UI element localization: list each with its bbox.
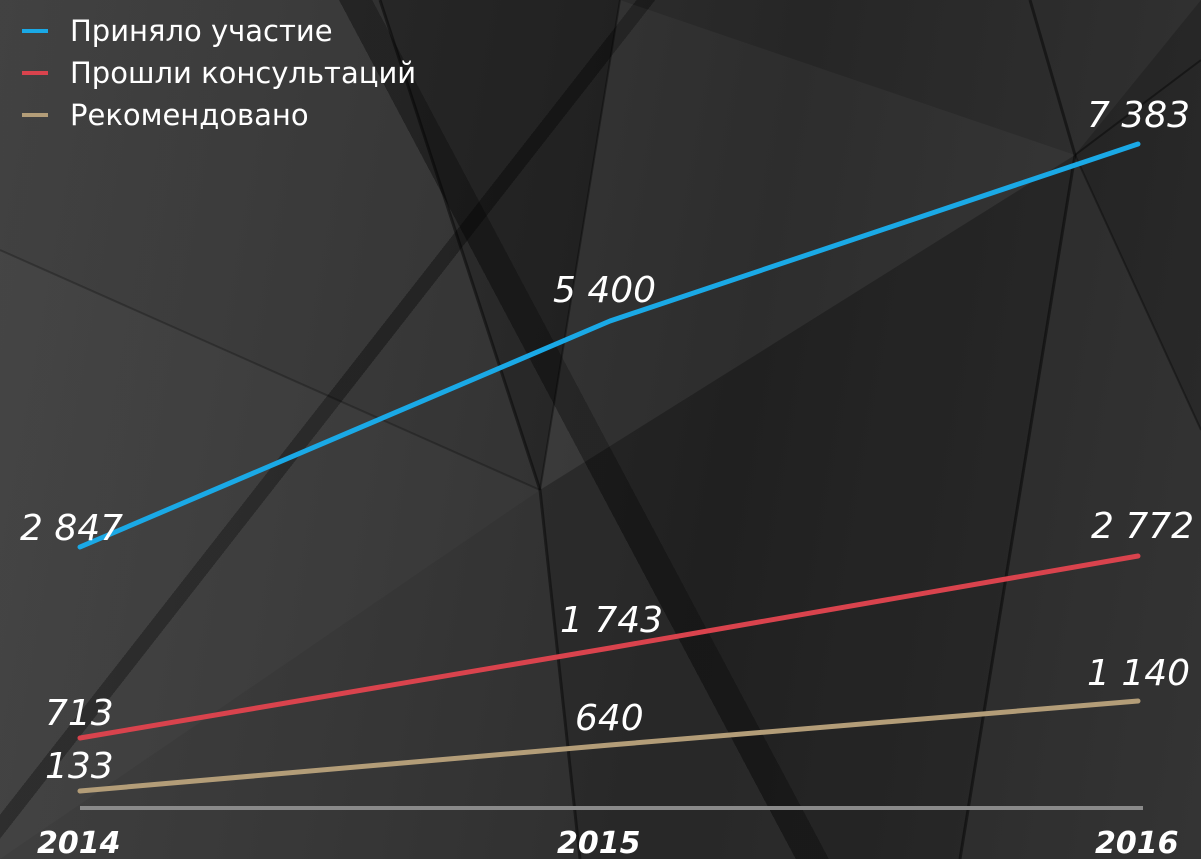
series-line xyxy=(77,698,1141,794)
x-tick-label: 2015 xyxy=(557,826,641,859)
legend-item: Рекомендовано xyxy=(22,94,416,136)
data-label: 7 383 xyxy=(1087,95,1190,136)
data-label: 640 xyxy=(575,698,644,739)
legend-item: Прошли консультаций xyxy=(22,52,416,94)
legend-label: Прошли консультаций xyxy=(70,56,417,90)
legend-label: Приняло участие xyxy=(70,14,333,48)
data-label: 713 xyxy=(45,693,114,734)
series-line xyxy=(77,141,1141,550)
legend-label: Рекомендовано xyxy=(70,98,309,132)
legend-swatch-blue xyxy=(22,29,48,33)
legend-item: Приняло участие xyxy=(22,10,416,52)
data-label: 5 400 xyxy=(553,270,656,311)
series-line xyxy=(77,553,1141,741)
x-tick-label: 2014 xyxy=(37,826,121,859)
legend-swatch-tan xyxy=(22,113,48,117)
x-tick-label: 2016 xyxy=(1095,826,1179,859)
data-label: 1 743 xyxy=(560,600,663,641)
data-label: 2 847 xyxy=(20,508,123,549)
data-label: 1 140 xyxy=(1087,653,1190,694)
legend-swatch-red xyxy=(22,71,48,75)
data-label: 133 xyxy=(45,746,114,787)
data-label: 2 772 xyxy=(1091,506,1194,547)
chart-legend: Приняло участие Прошли консультаций Реко… xyxy=(22,10,416,136)
